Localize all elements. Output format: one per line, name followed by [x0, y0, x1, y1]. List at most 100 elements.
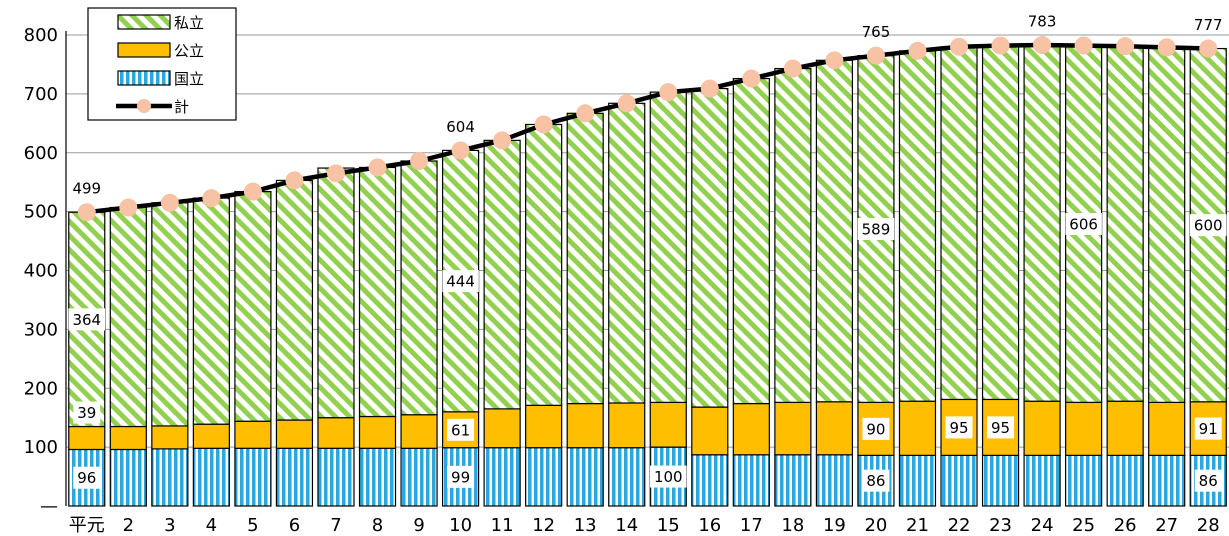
y-tick-label: 200	[24, 378, 58, 399]
x-tick-label: 4	[206, 515, 217, 536]
x-tick-label: 11	[491, 515, 514, 536]
bar-segment-kouritsu	[192, 423, 230, 449]
bar-segment-kokuritsu	[483, 447, 521, 507]
data-label: 604	[446, 118, 475, 136]
total-point	[410, 151, 429, 170]
x-tick-label: 28	[1197, 515, 1220, 536]
bar-segment-kouritsu	[400, 414, 438, 449]
data-label-box	[447, 418, 475, 441]
bar-segment-kouritsu	[608, 402, 646, 449]
x-tick-label: 15	[657, 515, 680, 536]
total-point	[1116, 37, 1135, 56]
data-label: 100	[650, 465, 687, 488]
bar-segment-kouritsu	[151, 425, 189, 450]
bar-segment-kokuritsu	[358, 447, 397, 507]
data-label: 765	[862, 23, 891, 41]
y-tick-label: 800	[24, 25, 58, 46]
bar-segment-kouritsu	[1065, 401, 1103, 456]
bar-segment-shiritsu	[898, 50, 937, 402]
y-tick-label: —	[40, 496, 58, 517]
x-tick-label: 2	[123, 515, 134, 536]
bar-segment-kokuritsu	[898, 454, 937, 507]
data-labels: 499 604 765 783 777 364 444 589 606 600 39 61 90 95 95…	[68, 13, 1227, 492]
x-tick-label: 23	[989, 515, 1012, 536]
bar-segment-shiritsu	[608, 102, 646, 404]
legend-label: 計	[174, 98, 189, 116]
bar-segment-kouritsu	[234, 420, 272, 449]
data-label-text: 95	[991, 419, 1010, 437]
x-tick-label: 5	[247, 515, 258, 536]
bar-segment-shiritsu	[691, 87, 729, 408]
bar-segment-kouritsu	[68, 425, 106, 451]
data-label: 606	[1065, 212, 1102, 235]
bar-segment-shiritsu	[1106, 45, 1144, 402]
data-label: 95	[987, 416, 1015, 439]
data-label-text: 444	[446, 273, 475, 291]
data-label-text: 600	[1194, 217, 1223, 235]
data-label-text: 90	[866, 420, 885, 438]
total-line	[77, 36, 1218, 222]
bar-segment-kouritsu	[275, 419, 314, 449]
bar-segment-shiritsu	[275, 179, 314, 421]
bar-segment-kouritsu	[317, 417, 355, 449]
bar-segment-kouritsu	[649, 401, 687, 448]
bar-segment-kouritsu	[1023, 400, 1061, 456]
data-label-box	[447, 465, 475, 488]
bar-segment-shiritsu	[317, 167, 355, 419]
x-tick-label: 26	[1114, 515, 1137, 536]
bar-segment-kokuritsu	[815, 454, 854, 507]
data-label: 777	[1194, 16, 1223, 34]
bar-segment-shiritsu	[109, 206, 147, 428]
data-label-text: 499	[72, 180, 101, 198]
total-point	[991, 36, 1010, 55]
bar-segment-shiritsu	[151, 202, 189, 427]
y-tick-label: 600	[24, 143, 58, 164]
total-point	[576, 104, 595, 123]
x-tick-label: 14	[615, 515, 638, 536]
bar-segment-kokuritsu	[608, 447, 646, 507]
legend-marker	[137, 99, 151, 113]
data-label-box	[442, 270, 479, 293]
total-point	[617, 94, 636, 113]
data-label: 61	[447, 418, 475, 441]
total-point	[160, 193, 179, 212]
bar-segment-kokuritsu	[317, 447, 355, 507]
legend-label: 公立	[174, 42, 204, 60]
total-point	[1199, 39, 1218, 58]
x-tick-label: 7	[330, 515, 341, 536]
total-series-line	[86, 42, 1209, 215]
bar-segment-kokuritsu	[774, 454, 812, 507]
y-tick-label: 500	[24, 202, 58, 223]
data-label: 600	[1189, 214, 1227, 237]
data-label-text: 606	[1069, 215, 1098, 233]
total-point	[285, 171, 304, 190]
data-label: 589	[857, 217, 895, 240]
bar-segment-shiritsu	[483, 139, 521, 410]
data-label-text: 39	[77, 404, 96, 422]
bar-segment-kouritsu	[358, 415, 397, 449]
bar-segment-kouritsu	[898, 400, 937, 456]
x-tick-label: 24	[1031, 515, 1054, 536]
y-tick-label: 400	[24, 261, 58, 282]
bar-segment-shiritsu	[732, 77, 770, 405]
data-label-text: 86	[866, 472, 885, 490]
data-label-text: 364	[72, 311, 101, 329]
data-label-text: 99	[451, 468, 470, 486]
bar-segment-kokuritsu	[981, 454, 1020, 507]
total-point	[700, 79, 719, 98]
data-label-box	[987, 416, 1015, 439]
bar-segment-kokuritsu	[109, 448, 147, 507]
total-point	[451, 141, 470, 160]
data-label-text: 589	[862, 220, 891, 238]
total-point	[950, 37, 969, 56]
bar-segment-shiritsu	[1148, 46, 1186, 403]
bars	[68, 43, 1227, 507]
data-label: 444	[442, 270, 479, 293]
total-point	[202, 189, 221, 208]
legend-item-shiritsu: 私立	[117, 14, 204, 32]
bar-segment-kokuritsu	[1148, 454, 1186, 507]
data-label-box	[945, 416, 973, 439]
y-tick-label: 700	[24, 84, 58, 105]
y-tick-label: 100	[24, 437, 58, 458]
bar-segment-kouritsu	[1106, 400, 1144, 456]
